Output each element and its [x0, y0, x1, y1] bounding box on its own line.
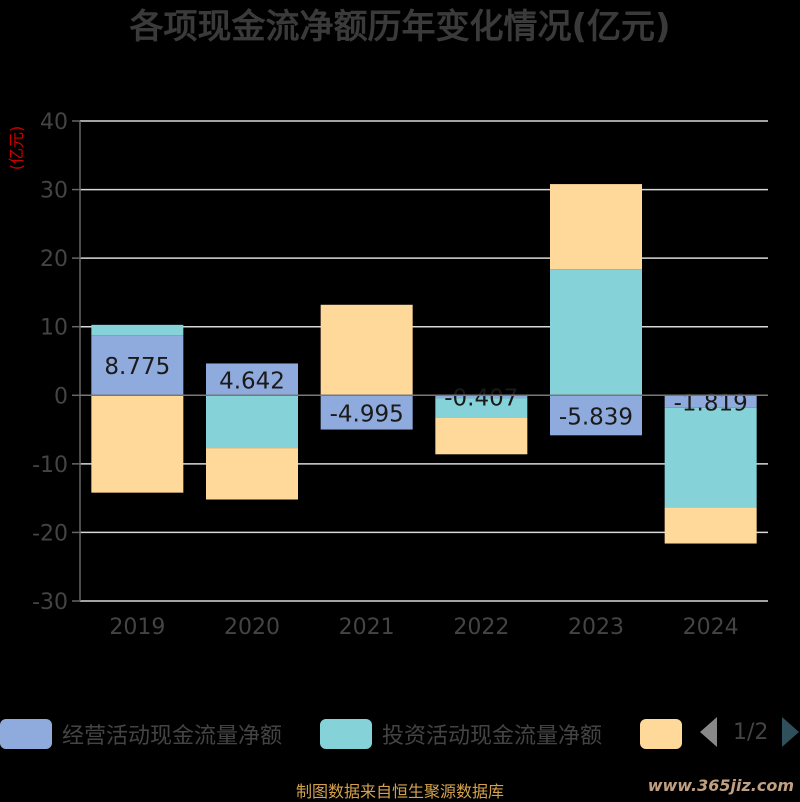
bar-segment	[91, 395, 184, 493]
bar-segment	[320, 395, 413, 430]
legend-swatch-financing	[640, 719, 682, 749]
bar-segment	[206, 363, 298, 396]
y-tick-label: -20	[32, 521, 68, 546]
bar-segment	[206, 395, 298, 449]
legend: 经营活动现金流量净额 投资活动现金流量净额 1/2	[0, 705, 800, 761]
bar-segment	[206, 448, 298, 500]
bar-segment	[435, 395, 528, 399]
data-label: 8.775	[104, 354, 170, 380]
bar-segment	[664, 407, 757, 508]
bar-segment	[320, 304, 413, 396]
data-label: -0.407	[444, 386, 518, 412]
prev-page-icon[interactable]	[700, 717, 717, 747]
legend-item-financing[interactable]	[640, 719, 682, 749]
y-axis-unit: (亿元)	[7, 126, 26, 171]
bar-segment	[91, 335, 184, 396]
x-tick-label: 2023	[568, 615, 624, 640]
x-tick-label: 2021	[339, 615, 395, 640]
legend-swatch-operating	[0, 719, 52, 749]
bar-segment	[91, 324, 184, 336]
y-tick-label: -30	[32, 590, 68, 615]
bar-segment	[664, 507, 757, 544]
bar-segment	[435, 398, 528, 418]
x-tick-labels: 2019 2020 2021 2022 2023 2024	[109, 615, 738, 640]
y-tick-label: 40	[40, 110, 68, 135]
x-tick-label: 2024	[683, 615, 739, 640]
bar-segment	[550, 184, 642, 270]
legend-item-operating[interactable]: 经营活动现金流量净额	[0, 719, 282, 749]
data-label: -1.819	[674, 391, 748, 417]
y-tick-label: 20	[40, 247, 68, 272]
watermark: www.365jiz.com	[647, 776, 794, 795]
y-tick-label: -10	[32, 453, 68, 478]
bars	[91, 184, 757, 544]
bar-segment	[550, 395, 642, 436]
y-tick-labels: 40 30 20 10 0 -10 -20 -30	[32, 110, 68, 615]
source-note: 制图数据来自恒生聚源数据库	[295, 782, 504, 801]
data-label: -5.839	[559, 404, 633, 430]
bar-segment	[550, 269, 642, 396]
next-page-icon[interactable]	[782, 717, 800, 747]
x-tick-label: 2022	[453, 615, 509, 640]
legend-label-operating: 经营活动现金流量净额	[62, 724, 283, 749]
data-label: -4.995	[330, 401, 404, 427]
legend-pager: 1/2	[700, 717, 800, 747]
y-tick-label: 10	[40, 316, 68, 341]
x-tick-label: 2020	[224, 615, 280, 640]
legend-label-investing: 投资活动现金流量净额	[382, 724, 603, 749]
y-tick-label: 30	[40, 179, 68, 204]
legend-swatch-investing	[320, 719, 372, 749]
chart-title: 各项现金流净额历年变化情况(亿元)	[129, 7, 670, 47]
data-label: 4.642	[219, 368, 285, 394]
x-tick-label: 2019	[109, 615, 165, 640]
y-tick-label: 0	[54, 384, 68, 409]
data-labels: 8.775 4.642 -4.995 -0.407 -5.839 -1.819	[80, 354, 768, 430]
legend-item-investing[interactable]: 投资活动现金流量净额	[320, 719, 602, 749]
bar-segment	[664, 395, 757, 408]
bar-segment	[435, 417, 528, 455]
legend-page-indicator: 1/2	[733, 719, 769, 745]
